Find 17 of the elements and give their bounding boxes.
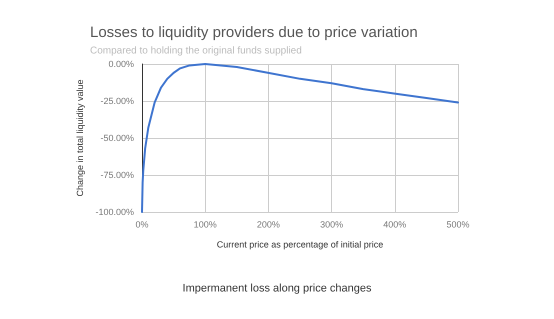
x-tick-label: 100% — [194, 220, 217, 230]
x-tick-label: 300% — [320, 220, 344, 230]
chart-title: Losses to liquidity providers due to price variation — [90, 24, 418, 41]
y-tick-label: 0.00% — [108, 59, 134, 69]
text: Impermanent loss along price changes — [182, 282, 372, 294]
y-axis-title: Change in total liquidity value — [75, 79, 86, 197]
x-tick-label: 400% — [383, 220, 406, 230]
x-tick-label: 0% — [135, 220, 149, 230]
x-axis-title: Current price as percentage of initial price — [216, 240, 384, 250]
line-series — [141, 63, 459, 213]
y-tick-label: -75.00% — [100, 170, 134, 180]
x-tick-label: 500% — [446, 220, 470, 230]
y-tick-label: -100.00% — [95, 207, 134, 217]
x-tick-label: 200% — [256, 220, 280, 230]
y-tick-label: -50.00% — [100, 133, 134, 143]
y-tick-label: -25.00% — [100, 96, 134, 106]
chart-subtitle: Compared to holding the original funds supplied — [90, 46, 302, 56]
